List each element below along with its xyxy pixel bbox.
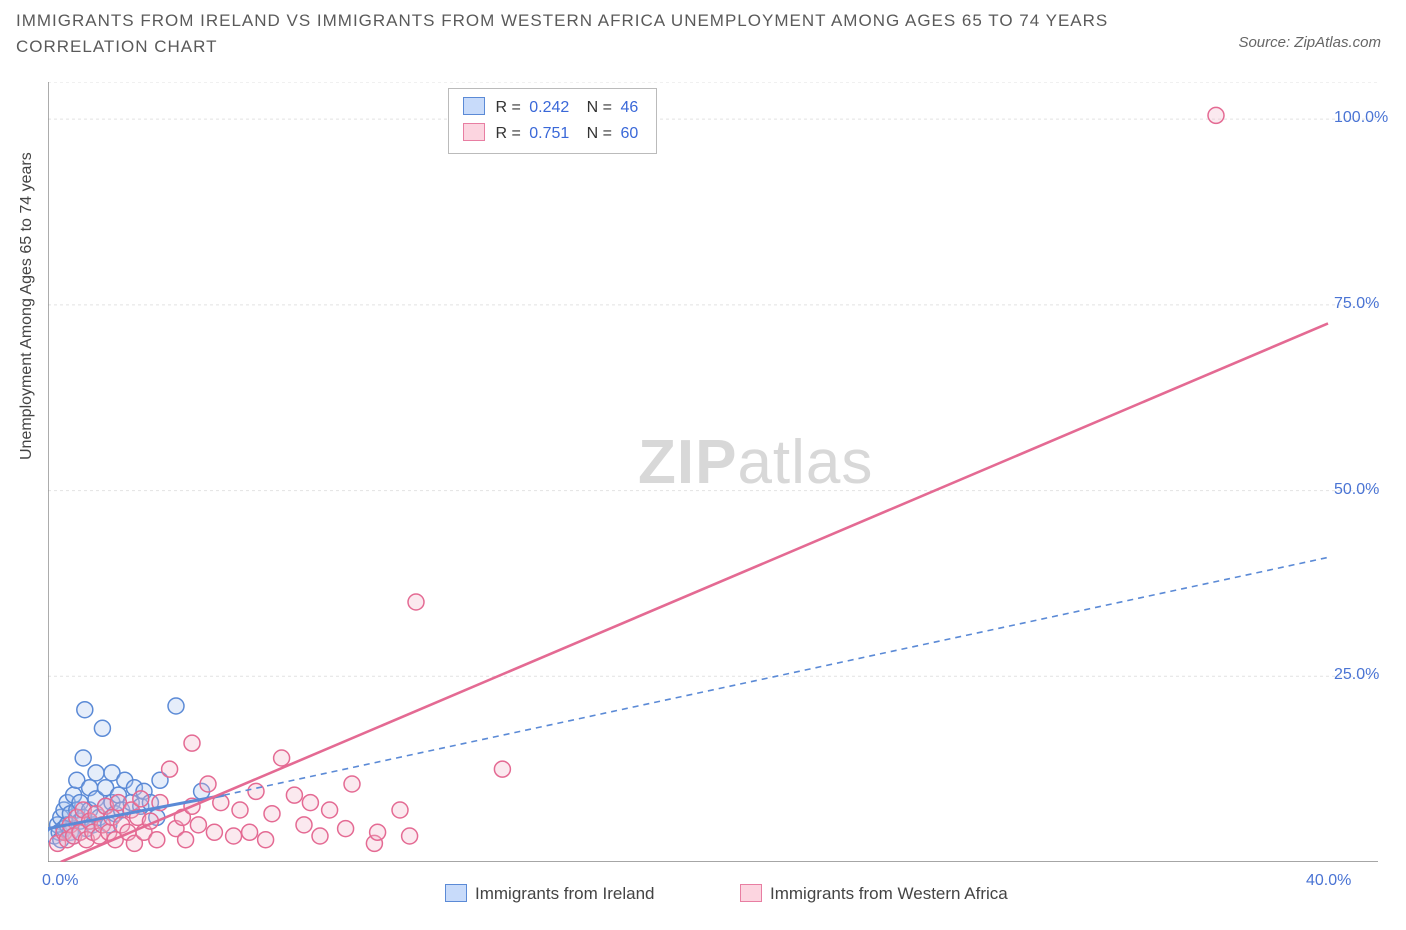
series-swatch-wafrica [740, 884, 762, 902]
chart-title-line1: IMMIGRANTS FROM IRELAND VS IMMIGRANTS FR… [16, 8, 1226, 34]
stats-legend: R = 0.242 N = 46 R = 0.751 N = 60 [448, 88, 657, 154]
n-label: N = [587, 99, 612, 116]
stats-legend-row-ireland: R = 0.242 N = 46 [463, 95, 642, 121]
series-swatch-ireland [445, 884, 467, 902]
x-tick-label: 0.0% [42, 872, 78, 890]
x-tick-label: 40.0% [1306, 872, 1351, 890]
y-tick-label: 100.0% [1334, 109, 1388, 127]
stats-legend-row-wafrica: R = 0.751 N = 60 [463, 121, 642, 147]
series-legend-wafrica: Immigrants from Western Africa [740, 884, 1008, 904]
y-tick-label: 25.0% [1334, 666, 1379, 684]
n-value-ireland: 46 [620, 99, 638, 116]
legend-swatch-ireland [463, 97, 485, 115]
n-value-wafrica: 60 [620, 125, 638, 142]
r-value-ireland: 0.242 [529, 99, 569, 116]
source-attribution: Source: ZipAtlas.com [1238, 34, 1381, 51]
correlation-scatter-chart [48, 82, 1388, 862]
series-label-ireland: Immigrants from Ireland [475, 884, 655, 903]
chart-title-block: IMMIGRANTS FROM IRELAND VS IMMIGRANTS FR… [16, 8, 1226, 60]
y-tick-label: 50.0% [1334, 481, 1379, 499]
n-label: N = [587, 125, 612, 142]
y-axis-label: Unemployment Among Ages 65 to 74 years [18, 152, 36, 460]
plot-area: ZIPatlas R = 0.242 N = 46 R = 0.751 N = … [48, 82, 1388, 862]
y-tick-label: 75.0% [1334, 295, 1379, 313]
series-legend-ireland: Immigrants from Ireland [445, 884, 655, 904]
legend-swatch-wafrica [463, 123, 485, 141]
r-label: R = [495, 125, 520, 142]
chart-title-line2: CORRELATION CHART [16, 34, 1226, 60]
r-value-wafrica: 0.751 [529, 125, 569, 142]
r-label: R = [495, 99, 520, 116]
series-label-wafrica: Immigrants from Western Africa [770, 884, 1008, 903]
